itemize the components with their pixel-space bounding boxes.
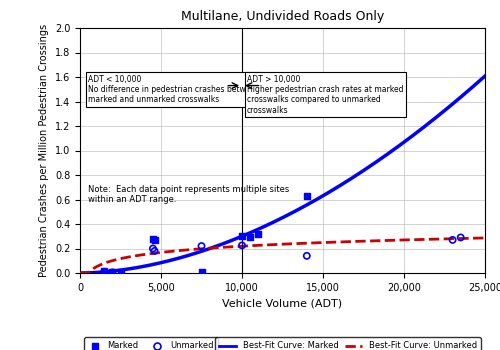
Y-axis label: Pedestrian Crashes per Million Pedestrian Crossings: Pedestrian Crashes per Million Pedestria… (40, 24, 50, 277)
Point (303, 253, 311, 259)
Text: ADT > 10,000
Higher pedestrian crash rates at marked
crosswalks compared to unma: ADT > 10,000 Higher pedestrian crash rat… (247, 75, 404, 115)
Point (100, 268, 108, 273)
Text: ADT < 10,000
No difference in pedestrian crashes between
marked and unmarked cro: ADT < 10,000 No difference in pedestrian… (88, 75, 260, 104)
Point (303, 193, 311, 199)
Point (246, 235, 254, 240)
Point (150, 237, 158, 243)
Point (238, 243, 246, 248)
Point (100, 269, 108, 275)
Point (254, 231, 262, 237)
X-axis label: Vehicle Volume (ADT): Vehicle Volume (ADT) (222, 298, 342, 308)
Title: Multilane, Undivided Roads Only: Multilane, Undivided Roads Only (181, 10, 384, 23)
Point (456, 235, 464, 240)
Point (150, 248, 158, 254)
Point (108, 269, 116, 275)
Point (149, 246, 157, 251)
Point (149, 236, 157, 241)
Point (198, 243, 205, 249)
Point (448, 237, 456, 243)
Text: Note:  Each data point represents multiple sites
within an ADT range.: Note: Each data point represents multipl… (88, 185, 290, 204)
Point (198, 269, 205, 275)
Point (108, 270, 116, 275)
Point (116, 270, 124, 275)
Point (238, 233, 246, 239)
Legend: Best-Fit Curve: Marked, Best-Fit Curve: Unmarked: Best-Fit Curve: Marked, Best-Fit Curve: … (216, 337, 481, 350)
